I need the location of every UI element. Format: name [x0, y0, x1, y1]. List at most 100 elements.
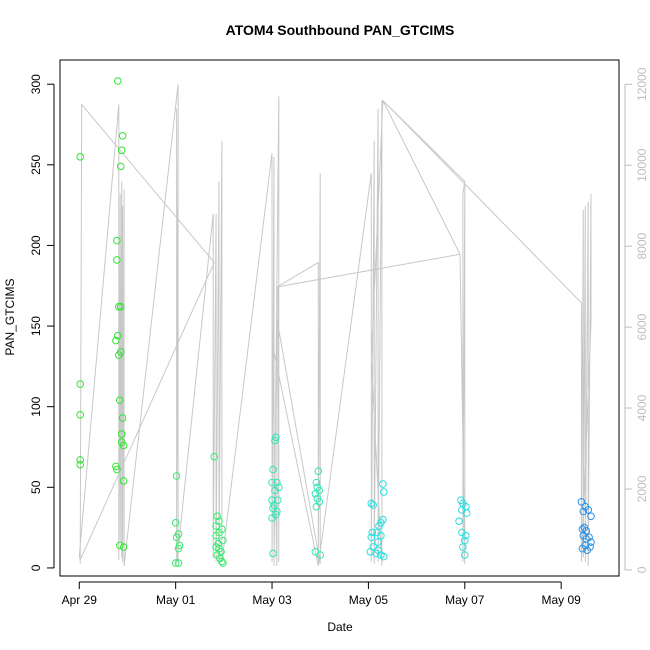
data-point — [372, 549, 380, 558]
data-point — [367, 533, 376, 542]
data-point — [579, 507, 588, 516]
y2-tick-label: 4000 — [635, 394, 649, 421]
data-point — [461, 551, 469, 559]
y-tick-label: 50 — [29, 480, 43, 494]
data-point — [268, 496, 276, 505]
gray-line-series — [78, 84, 592, 567]
plot-frame — [59, 59, 620, 577]
data-point — [213, 512, 221, 521]
data-point — [587, 538, 595, 546]
x-tick-label: May 03 — [252, 593, 292, 607]
y-tick-label: 100 — [29, 396, 43, 416]
data-point — [113, 256, 121, 264]
data-point — [219, 536, 227, 545]
data-point — [369, 501, 378, 509]
data-point — [116, 302, 125, 311]
y2-tick-label: 12000 — [635, 67, 649, 101]
data-point — [271, 486, 279, 495]
data-point — [273, 478, 281, 487]
data-point — [587, 512, 595, 521]
y-tick-label: 300 — [29, 74, 43, 94]
data-point — [117, 430, 126, 438]
x-tick-label: May 01 — [156, 593, 196, 607]
data-point — [116, 396, 124, 405]
y2-tick-label: 8000 — [635, 232, 649, 259]
data-point — [212, 531, 220, 540]
data-point — [117, 146, 126, 155]
data-point — [76, 460, 84, 469]
data-point — [76, 380, 84, 388]
y-axis-label: PAN_GTCIMS — [3, 278, 17, 355]
data-point — [118, 414, 127, 422]
y2-tick-label: 2000 — [635, 475, 649, 502]
gray-line-segment — [278, 253, 461, 288]
data-point — [379, 480, 387, 488]
data-point — [316, 551, 325, 559]
data-point — [112, 462, 120, 471]
data-point — [113, 465, 121, 474]
axes: Apr 29 May 01 May 03 May 05 May 07 May 09 0 50 1… — [29, 67, 649, 607]
data-point — [314, 467, 323, 476]
y-tick-label: 250 — [29, 154, 43, 174]
data-point — [218, 557, 226, 566]
data-point — [112, 336, 120, 345]
data-point — [273, 507, 281, 516]
x-axis-label: Date — [327, 620, 353, 634]
data-point — [374, 538, 382, 546]
data-point — [380, 488, 388, 496]
data-point — [116, 348, 125, 356]
data-point — [172, 472, 181, 480]
data-point — [171, 519, 180, 527]
data-point — [459, 543, 467, 551]
data-point — [115, 302, 123, 311]
data-point — [76, 153, 84, 161]
scatter-points — [76, 77, 595, 567]
data-point — [272, 433, 280, 442]
data-point — [116, 541, 124, 550]
y2-tick-label: 10000 — [635, 148, 649, 182]
data-point — [175, 541, 184, 550]
data-point — [577, 498, 586, 506]
y-tick-label: 150 — [29, 316, 43, 336]
data-point — [269, 465, 277, 474]
data-point — [462, 509, 471, 517]
data-point — [270, 501, 278, 509]
data-point — [269, 549, 277, 558]
y2-tick-label: 6000 — [635, 313, 649, 340]
data-point — [76, 456, 84, 464]
data-point — [113, 236, 121, 245]
data-point — [312, 502, 321, 511]
data-point — [171, 559, 180, 567]
data-point — [119, 477, 128, 485]
data-point — [172, 533, 181, 542]
x-tick-label: Apr 29 — [62, 593, 98, 607]
x-tick-label: May 07 — [445, 593, 485, 607]
data-point — [119, 543, 128, 551]
data-point — [116, 162, 125, 171]
gray-line-trace — [78, 84, 592, 567]
data-point — [274, 496, 282, 505]
data-point — [462, 531, 470, 540]
data-point — [377, 531, 385, 540]
data-point — [174, 544, 183, 553]
data-point — [212, 522, 220, 530]
x-tick-label: May 05 — [349, 593, 389, 607]
data-point — [583, 546, 592, 555]
data-point — [368, 528, 377, 537]
data-point — [114, 331, 122, 340]
data-point — [584, 506, 593, 514]
x-tick-label: May 09 — [541, 593, 581, 607]
data-point — [210, 452, 218, 461]
data-point — [119, 441, 128, 450]
data-point — [271, 436, 279, 445]
data-point — [268, 478, 276, 487]
y-tick-label: 0 — [29, 564, 43, 571]
data-point — [174, 559, 183, 567]
data-point — [380, 552, 388, 561]
chart-title: ATOM4 Southbound PAN_GTCIMS — [226, 22, 455, 38]
y-tick-label: 200 — [29, 235, 43, 255]
data-point — [455, 517, 463, 526]
y2-tick-label: 0 — [635, 566, 649, 573]
data-point — [268, 514, 276, 522]
